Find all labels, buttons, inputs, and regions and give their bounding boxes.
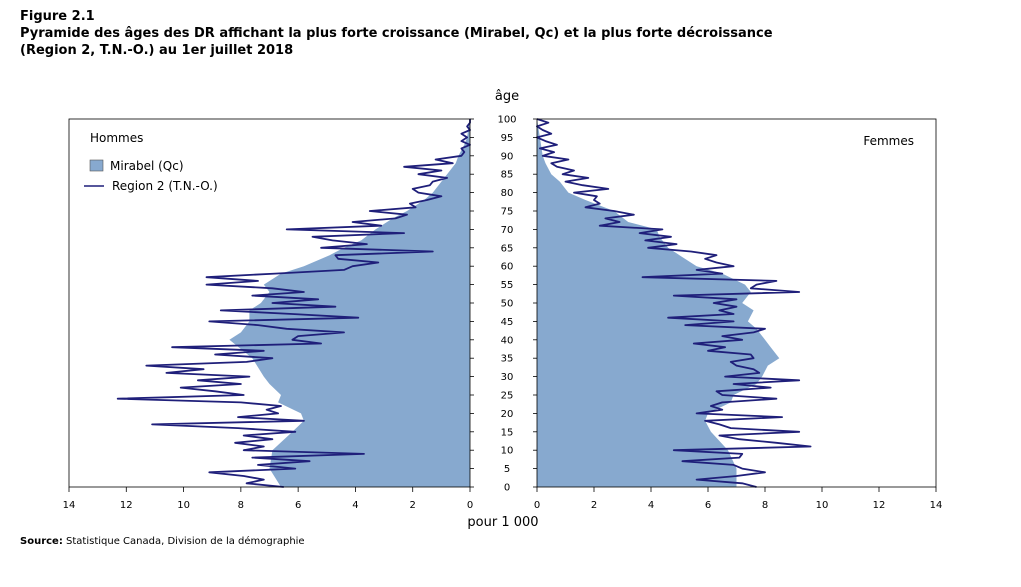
x-tick-label-left: 4	[352, 500, 358, 511]
x-tick-label-right: 8	[762, 500, 768, 511]
x-tick-label-left: 0	[467, 500, 473, 511]
x-tick-label-right: 0	[534, 500, 540, 511]
legend-label-mirabel: Mirabel (Qc)	[110, 159, 184, 173]
x-tick-label-left: 12	[120, 500, 133, 511]
figure-title: Pyramide des âges des DR affichant la pl…	[20, 26, 773, 58]
axis-layer: 0 0 2 2 4 4 6 6 8 8 10 10 12 12 14 14 0 5 10 15 20 25 30 35 40 45…	[63, 115, 943, 512]
area-layer	[229, 119, 780, 487]
age-tick-label: 100	[497, 115, 516, 126]
x-tick-label-left: 10	[177, 500, 190, 511]
line-region2-female	[536, 118, 812, 488]
age-tick-label: 85	[501, 170, 514, 181]
source-label: Source:	[20, 536, 63, 547]
figure-header: Figure 2.1 Pyramide des âges des DR affi…	[20, 8, 773, 59]
age-tick-label: 20	[501, 409, 514, 420]
age-tick-label: 95	[501, 133, 514, 144]
x-tick-label-right: 4	[648, 500, 654, 511]
x-tick-label-right: 6	[705, 500, 711, 511]
age-tick-label: 55	[501, 280, 514, 291]
age-tick-label: 90	[501, 151, 514, 162]
age-tick-label: 75	[501, 207, 514, 218]
line-region2-male	[116, 119, 471, 488]
age-tick-label: 40	[501, 335, 514, 346]
age-tick-label: 60	[501, 262, 514, 273]
age-tick-label: 80	[501, 188, 514, 199]
age-tick-label: 35	[501, 354, 514, 365]
age-tick-label: 65	[501, 243, 514, 254]
age-tick-label: 25	[501, 391, 514, 402]
legend: Mirabel (Qc) Region 2 (T.N.-O.)	[84, 159, 218, 193]
x-tick-label-left: 14	[63, 500, 76, 511]
legend-swatch-mirabel	[89, 159, 104, 172]
area-mirabel-female	[537, 119, 780, 487]
figure-label: Figure 2.1	[20, 9, 95, 24]
x-tick-label-right: 14	[930, 500, 943, 511]
x-tick-label-left: 8	[238, 500, 244, 511]
x-tick-label-right: 12	[873, 500, 886, 511]
age-tick-label: 50	[501, 299, 514, 310]
age-tick-label: 10	[501, 446, 514, 457]
panel-label-left: Hommes	[90, 131, 143, 145]
line-layer	[116, 118, 812, 488]
age-tick-label: 0	[504, 483, 510, 494]
area-mirabel-male	[229, 119, 470, 487]
x-tick-label-left: 2	[410, 500, 416, 511]
age-axis-title: âge	[495, 89, 519, 104]
age-tick-label: 5	[504, 464, 510, 475]
x-tick-label-right: 2	[591, 500, 597, 511]
source-note: Source: Statistique Canada, Division de …	[20, 536, 305, 547]
x-tick-label-right: 10	[816, 500, 829, 511]
age-tick-label: 45	[501, 317, 514, 328]
source-text: Statistique Canada, Division de la démog…	[66, 536, 305, 547]
legend-label-region2: Region 2 (T.N.-O.)	[112, 179, 218, 193]
age-tick-label: 70	[501, 225, 514, 236]
panel-label-right: Femmes	[863, 134, 914, 148]
x-tick-label-left: 6	[295, 500, 301, 511]
age-tick-label: 30	[501, 372, 514, 383]
x-axis-title: pour 1 000	[467, 515, 538, 530]
age-tick-label: 15	[501, 427, 514, 438]
